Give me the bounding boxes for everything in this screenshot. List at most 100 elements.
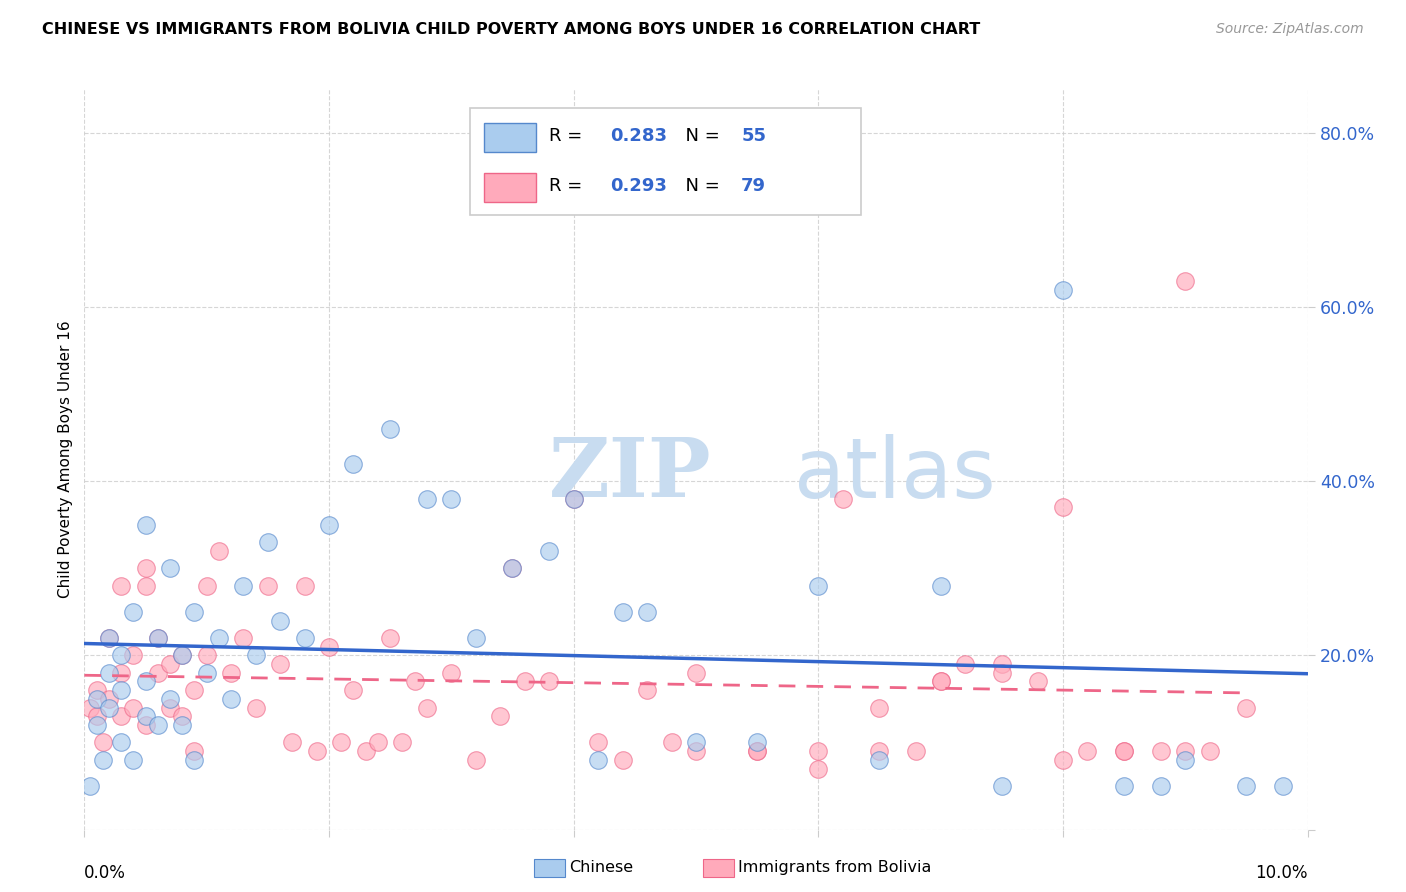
Point (208, 631, 231, 645)
Y-axis label: Child Poverty Among Boys Under 16: Child Poverty Among Boys Under 16 (58, 320, 73, 599)
Point (1234, 779, 1257, 793)
Point (1174, 753, 1197, 767)
Point (380, 422, 402, 436)
Point (183, 753, 205, 767)
Point (208, 544, 231, 558)
Point (146, 631, 169, 645)
Point (97, 692, 120, 706)
Point (905, 744, 928, 758)
Point (929, 579, 952, 593)
Point (172, 648, 194, 663)
Point (747, 735, 769, 749)
Point (831, 491, 853, 506)
Point (330, 735, 353, 749)
Point (97, 631, 120, 645)
Point (183, 744, 205, 758)
Point (318, 640, 340, 654)
Point (159, 561, 181, 575)
Text: 0.0%: 0.0% (84, 864, 127, 882)
Point (636, 683, 658, 698)
Point (404, 674, 426, 689)
Point (991, 665, 1014, 680)
Point (79, 779, 101, 793)
Point (502, 561, 524, 575)
Point (172, 648, 194, 663)
Point (219, 692, 242, 706)
Text: N =: N = (673, 127, 725, 145)
Point (159, 692, 181, 706)
Text: R =: R = (550, 127, 588, 145)
Point (440, 665, 463, 680)
Point (1052, 283, 1074, 297)
Point (232, 631, 254, 645)
Point (245, 648, 267, 663)
Point (86, 709, 108, 723)
Point (122, 753, 145, 767)
Point (869, 753, 891, 767)
Point (661, 735, 683, 749)
Point (538, 544, 561, 558)
Point (183, 605, 205, 619)
Point (135, 517, 157, 532)
Text: Chinese: Chinese (569, 861, 634, 875)
Point (562, 491, 585, 506)
Point (91, 753, 114, 767)
Point (86, 683, 108, 698)
Point (122, 700, 145, 714)
Point (195, 648, 218, 663)
Point (172, 718, 194, 732)
Point (172, 709, 194, 723)
Point (97, 700, 120, 714)
Point (1174, 744, 1197, 758)
Point (110, 579, 132, 593)
Point (1114, 744, 1136, 758)
Text: atlas: atlas (794, 434, 995, 515)
Point (135, 709, 157, 723)
Point (195, 665, 218, 680)
Point (110, 683, 132, 698)
Point (929, 674, 952, 689)
Point (159, 700, 181, 714)
Point (135, 561, 157, 575)
Point (464, 753, 486, 767)
Point (502, 561, 524, 575)
FancyBboxPatch shape (470, 108, 860, 215)
Point (807, 744, 830, 758)
Text: ZIP: ZIP (550, 434, 711, 514)
Point (367, 735, 389, 749)
Point (159, 657, 181, 671)
Point (135, 579, 157, 593)
Point (929, 674, 952, 689)
Point (122, 648, 145, 663)
Point (538, 674, 561, 689)
Point (1052, 500, 1074, 515)
Point (747, 744, 769, 758)
Text: 0.293: 0.293 (610, 178, 668, 195)
Text: Source: ZipAtlas.com: Source: ZipAtlas.com (1216, 22, 1364, 37)
Point (146, 718, 169, 732)
Point (305, 744, 328, 758)
Point (318, 517, 340, 532)
Text: 10.0%: 10.0% (1256, 864, 1308, 882)
FancyBboxPatch shape (484, 122, 536, 153)
Point (612, 753, 634, 767)
Point (1114, 744, 1136, 758)
Point (281, 735, 304, 749)
Point (354, 744, 377, 758)
Point (1052, 753, 1074, 767)
Point (91, 735, 114, 749)
Text: N =: N = (673, 178, 725, 195)
Point (636, 605, 658, 619)
Point (747, 744, 769, 758)
Point (612, 605, 634, 619)
Point (380, 631, 402, 645)
Point (464, 631, 486, 645)
Point (294, 579, 316, 593)
Point (685, 744, 707, 758)
Point (232, 579, 254, 593)
Point (416, 491, 439, 506)
Point (135, 674, 157, 689)
Point (1076, 744, 1098, 758)
Point (586, 753, 609, 767)
Point (1174, 274, 1197, 288)
